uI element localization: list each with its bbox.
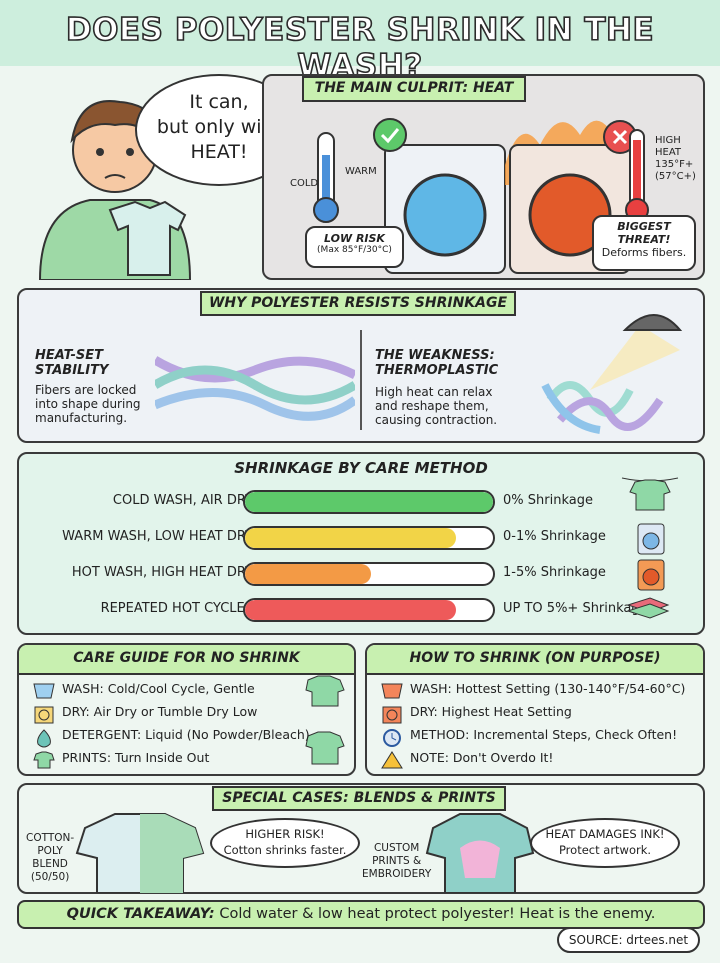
bar-track: [243, 598, 495, 622]
text-line: POLY: [37, 845, 63, 857]
bar-track: [243, 490, 495, 514]
right-text: High heat can relax and reshape them, caus…: [375, 385, 497, 427]
bar: [245, 564, 372, 584]
list-item: NOTE: Don't Overdo It!: [410, 750, 554, 765]
text-line: Cotton shrinks faster.: [223, 843, 347, 857]
care-icons: [621, 477, 679, 619]
care-heading: CARE GUIDE FOR NO SHRINK: [73, 650, 300, 666]
cold-label: COLD: [290, 178, 319, 189]
bar-track: [243, 562, 495, 586]
text-line: Protect artwork.: [558, 843, 652, 857]
divider: [360, 330, 362, 430]
method-label: HOT WASH, HIGH HEAT DRY: [71, 565, 253, 580]
title: DOES POLYESTER SHRINK IN THE WASH?: [65, 11, 655, 85]
text-line: BIGGEST: [617, 220, 671, 233]
why-heading: WHY POLYESTER RESISTS SHRINKAGE: [200, 291, 516, 316]
threat: BIGGEST THREAT!: [594, 220, 694, 246]
text-line: (57°C+): [655, 171, 696, 182]
text-line: HIGHER RISK!: [245, 827, 325, 841]
result-label: 0-1% Shrinkage: [503, 529, 606, 544]
prints-bubble-text: HEAT DAMAGES INK! Protect artwork.: [530, 826, 680, 858]
text-line: and reshape them,: [375, 399, 489, 413]
list-item: DETERGENT: Liquid (No Powder/Bleach): [62, 727, 310, 742]
takeaway-text: Cold water & low heat protect polyester!…: [219, 906, 656, 922]
text-line: BLEND: [32, 858, 68, 870]
result-label: 0% Shrinkage: [503, 493, 593, 508]
care-panel: [17, 643, 356, 776]
method-label: REPEATED HOT CYCLES: [100, 601, 253, 616]
list-item: METHOD: Incremental Steps, Check Often!: [410, 727, 678, 742]
shrink-list-icons: [381, 683, 403, 769]
list-item: DRY: Air Dry or Tumble Dry Low: [62, 704, 258, 719]
high-heat-label: HIGH HEAT 135°F+ (57°C+): [655, 135, 696, 183]
text-line: It can,: [189, 91, 249, 113]
shrink-heading: HOW TO SHRINK (ON PURPOSE): [409, 650, 661, 666]
shrinkage-rows: COLD WASH, AIR DRY 0% Shrinkage WARM WASH,…: [17, 452, 705, 635]
text-line: COTTON-: [26, 832, 75, 844]
shirt-icons: [305, 675, 345, 765]
result-label: UP TO 5%+ Shrinkage: [503, 601, 648, 616]
text-line: HEAT!: [190, 141, 248, 163]
text-line: PRINTS &: [372, 855, 422, 867]
text-line: manufacturing.: [35, 411, 128, 425]
bar-track: [243, 526, 495, 550]
prints-shirt: [425, 813, 535, 893]
blend-bubble: [210, 818, 360, 868]
low-risk: LOW RISK: [324, 232, 385, 245]
culprit-heading: THE MAIN CULPRIT: HEAT: [302, 76, 526, 102]
prints-bubble: [530, 818, 680, 868]
title-band: [0, 0, 720, 66]
threat-note: Deforms fibers.: [601, 246, 687, 259]
text-line: THE WEAKNESS:: [375, 348, 495, 363]
lamp-illustration: [541, 314, 683, 434]
text-line: CUSTOM: [373, 842, 420, 854]
bar: [245, 492, 493, 512]
care-list-icons: [33, 683, 55, 769]
threat-box: BIGGEST THREAT! Deforms fibers.: [592, 215, 696, 271]
bubble-text: It can, but only with HEAT!: [135, 90, 303, 165]
text-line: into shape during: [35, 397, 141, 411]
shrink-panel: [365, 643, 705, 776]
text-line: THERMOPLASTIC: [375, 363, 499, 378]
list-item: WASH: Hottest Setting (130-140°F/54-60°C…: [410, 681, 686, 696]
blend-shirt: [75, 813, 205, 893]
text-line: HIGH: [655, 135, 681, 146]
text-line: (50/50): [30, 871, 70, 883]
bar: [245, 600, 456, 620]
warm-label: WARM: [345, 166, 377, 177]
low-risk-note: (Max 85°F/30°C): [317, 245, 392, 255]
result-label: 1-5% Shrinkage: [503, 565, 606, 580]
special-heading: SPECIAL CASES: BLENDS & PRINTS: [212, 786, 506, 811]
text-line: causing contraction.: [375, 413, 498, 427]
text-line: High heat can relax: [375, 385, 493, 399]
list-item: WASH: Cold/Cool Cycle, Gentle: [62, 681, 255, 696]
method-label: COLD WASH, AIR DRY: [112, 493, 253, 508]
source: SOURCE: drtees.net: [557, 927, 700, 953]
blend-label: COTTON- POLY BLEND (50/50): [26, 832, 74, 884]
text-line: STABILITY: [35, 363, 109, 378]
shrinkage-heading: SHRINKAGE BY CARE METHOD: [234, 459, 488, 477]
text-line: HEAT: [655, 147, 682, 158]
fibers-illustration: [155, 356, 355, 421]
right-title: THE WEAKNESS: THERMOPLASTIC: [375, 348, 498, 378]
list-item: DRY: Highest Heat Setting: [410, 704, 572, 719]
text-line: 135°F+: [655, 159, 694, 170]
text-line: EMBROIDERY: [362, 868, 432, 880]
bar: [245, 528, 456, 548]
takeaway: QUICK TAKEAWAY: Cold water & low heat pr…: [17, 900, 705, 929]
takeaway-label: QUICK TAKEAWAY:: [66, 906, 215, 922]
method-label: WARM WASH, LOW HEAT DRY: [62, 529, 253, 544]
prints-label: CUSTOM PRINTS & EMBROIDERY: [362, 842, 431, 881]
text-line: HEAT-SET: [35, 348, 104, 363]
text-line: HEAT DAMAGES INK!: [545, 827, 665, 841]
low-risk-box: LOW RISK (Max 85°F/30°C): [305, 226, 404, 268]
blend-bubble-text: HIGHER RISK! Cotton shrinks faster.: [210, 826, 360, 858]
list-item: PRINTS: Turn Inside Out: [62, 750, 210, 765]
text-line: Fibers are locked: [35, 383, 137, 397]
text-line: THREAT!: [617, 233, 671, 246]
left-text: Fibers are locked into shape during manufa…: [35, 383, 141, 425]
left-title: HEAT-SET STABILITY: [35, 348, 108, 378]
text-line: but only with: [156, 116, 282, 138]
